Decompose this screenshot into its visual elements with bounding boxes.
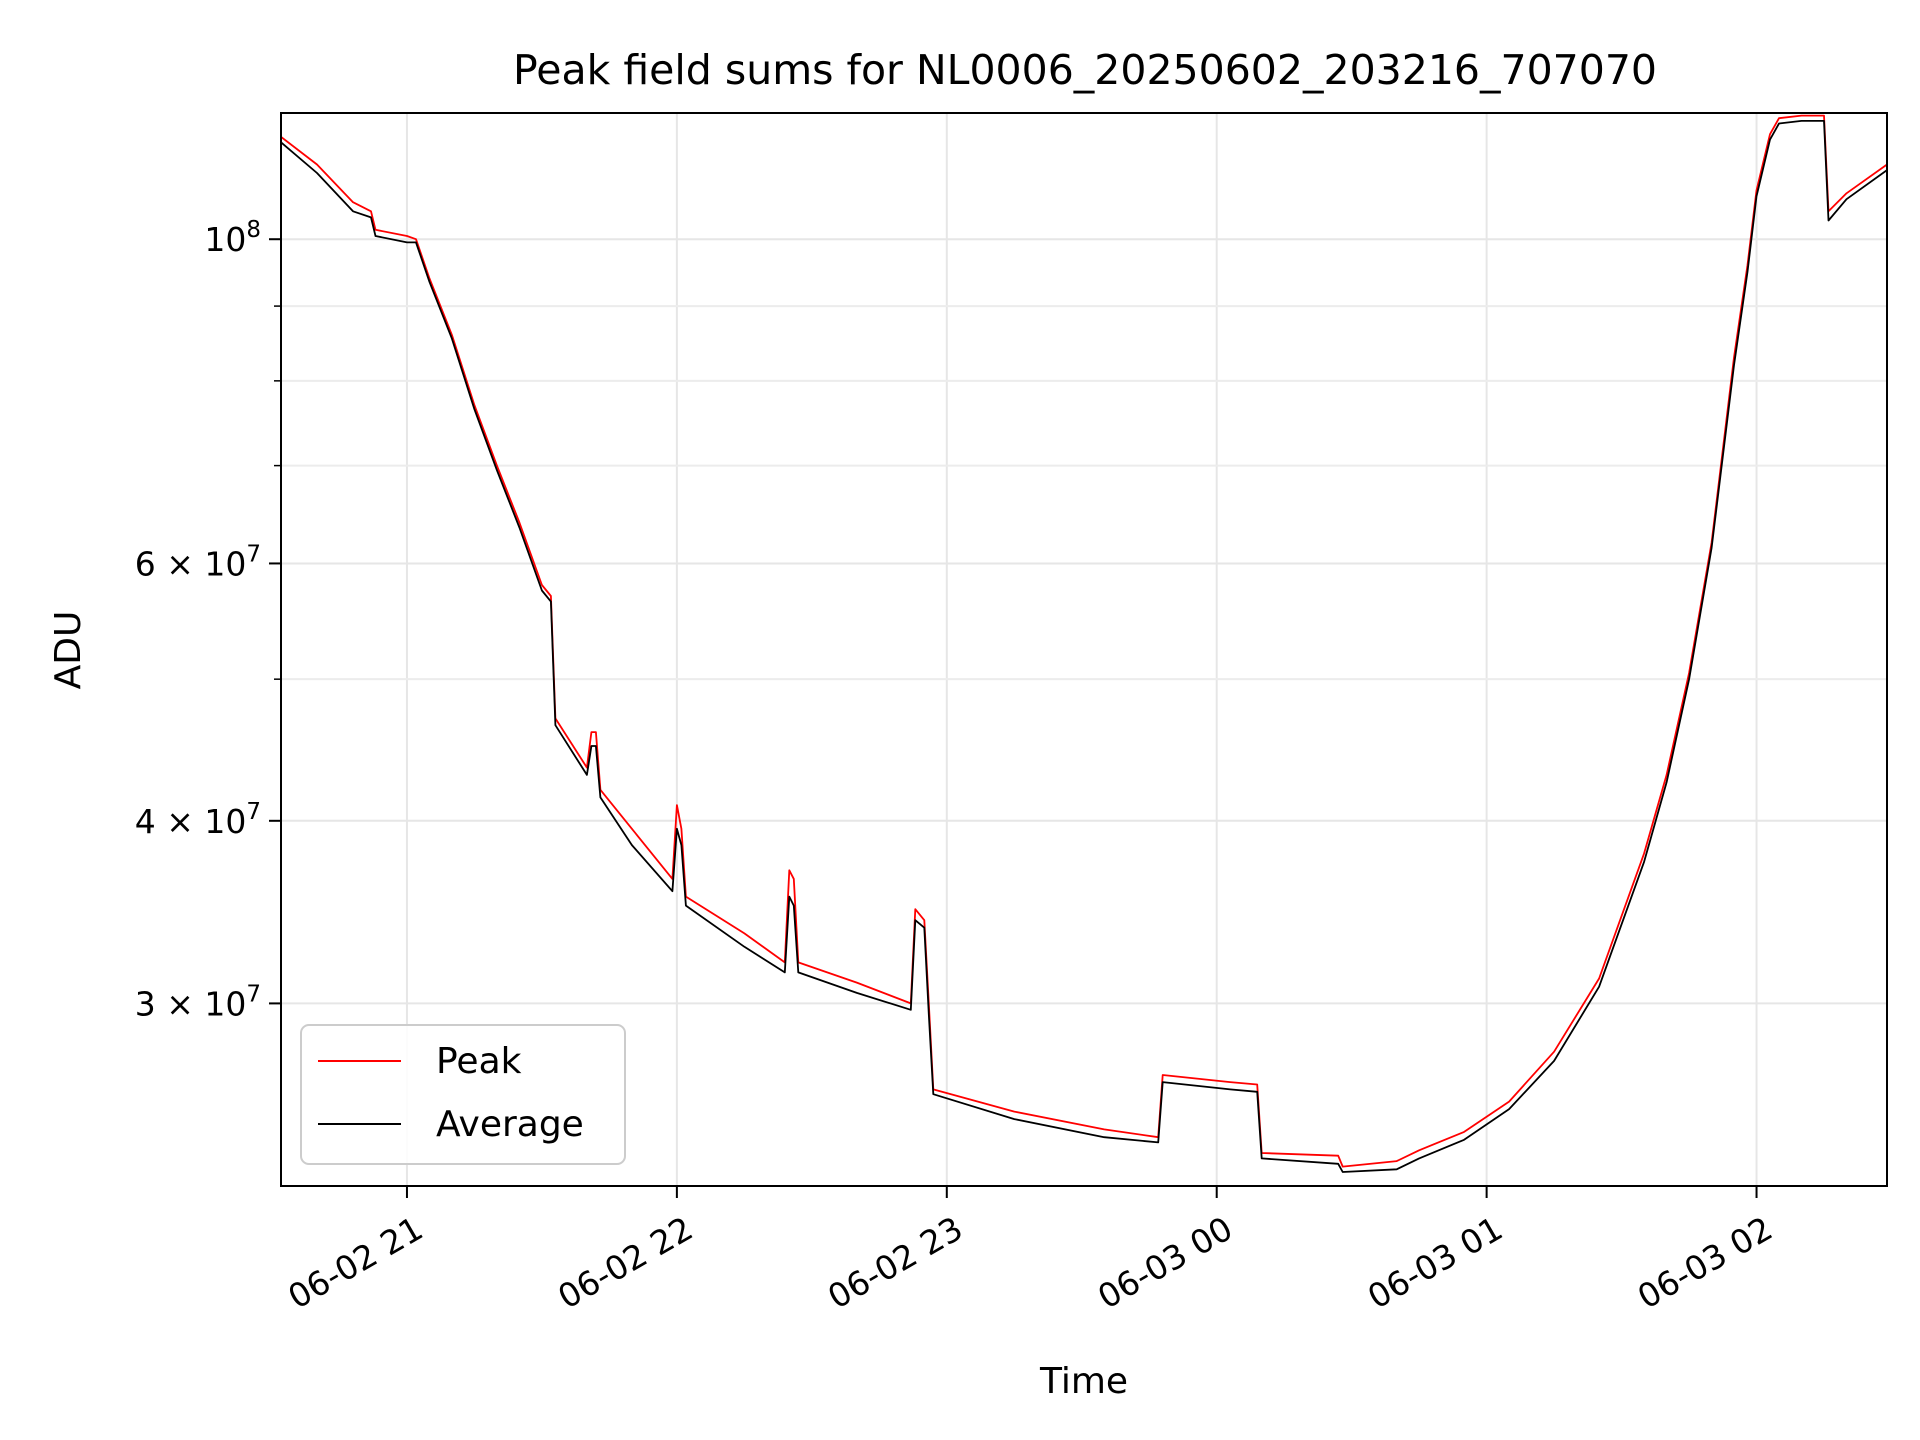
y-tick-label: 6 × 107	[135, 541, 261, 583]
x-axis-label: Time	[1039, 1361, 1128, 1402]
series-layer	[281, 114, 1887, 1173]
y-axis-ticks: 108 6 × 107 4 × 107 3 × 107	[135, 217, 281, 1023]
y-tick-label: 4 × 107	[135, 799, 261, 841]
series-line-peak	[281, 114, 1887, 1168]
y-tick-label: 108	[204, 217, 261, 259]
legend: Peak Average	[300, 1024, 626, 1165]
grid-lines	[281, 113, 1887, 1186]
y-tick-label: 3 × 107	[135, 981, 261, 1023]
chart-title: Peak field sums for NL0006_20250602_2032…	[513, 46, 1657, 94]
y-axis-label: ADU	[48, 611, 89, 690]
legend-label-peak: Peak	[436, 1041, 522, 1082]
legend-label-average: Average	[436, 1104, 584, 1145]
series-line-average	[281, 120, 1887, 1173]
plot-area-frame	[280, 112, 1888, 1187]
legend-box	[300, 1024, 626, 1165]
